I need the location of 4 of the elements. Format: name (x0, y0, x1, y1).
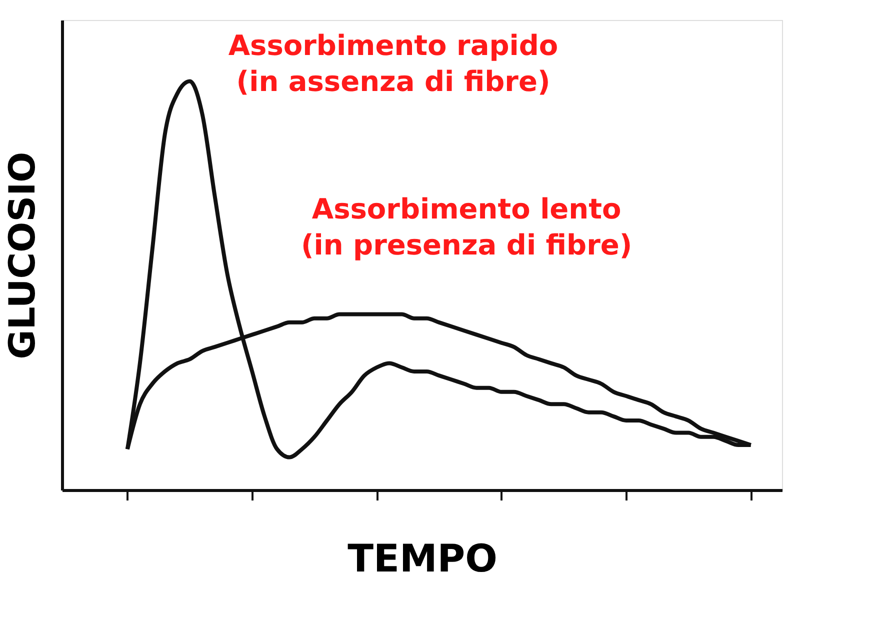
series-label: Assorbimento rapido (in assenza di fibre) (228, 28, 558, 98)
text: Assorbimento lento (in presenza di fibre) (300, 192, 632, 262)
x-axis-title: TEMPO (348, 536, 498, 580)
y-axis-title: GLUCOSIO (2, 152, 44, 360)
